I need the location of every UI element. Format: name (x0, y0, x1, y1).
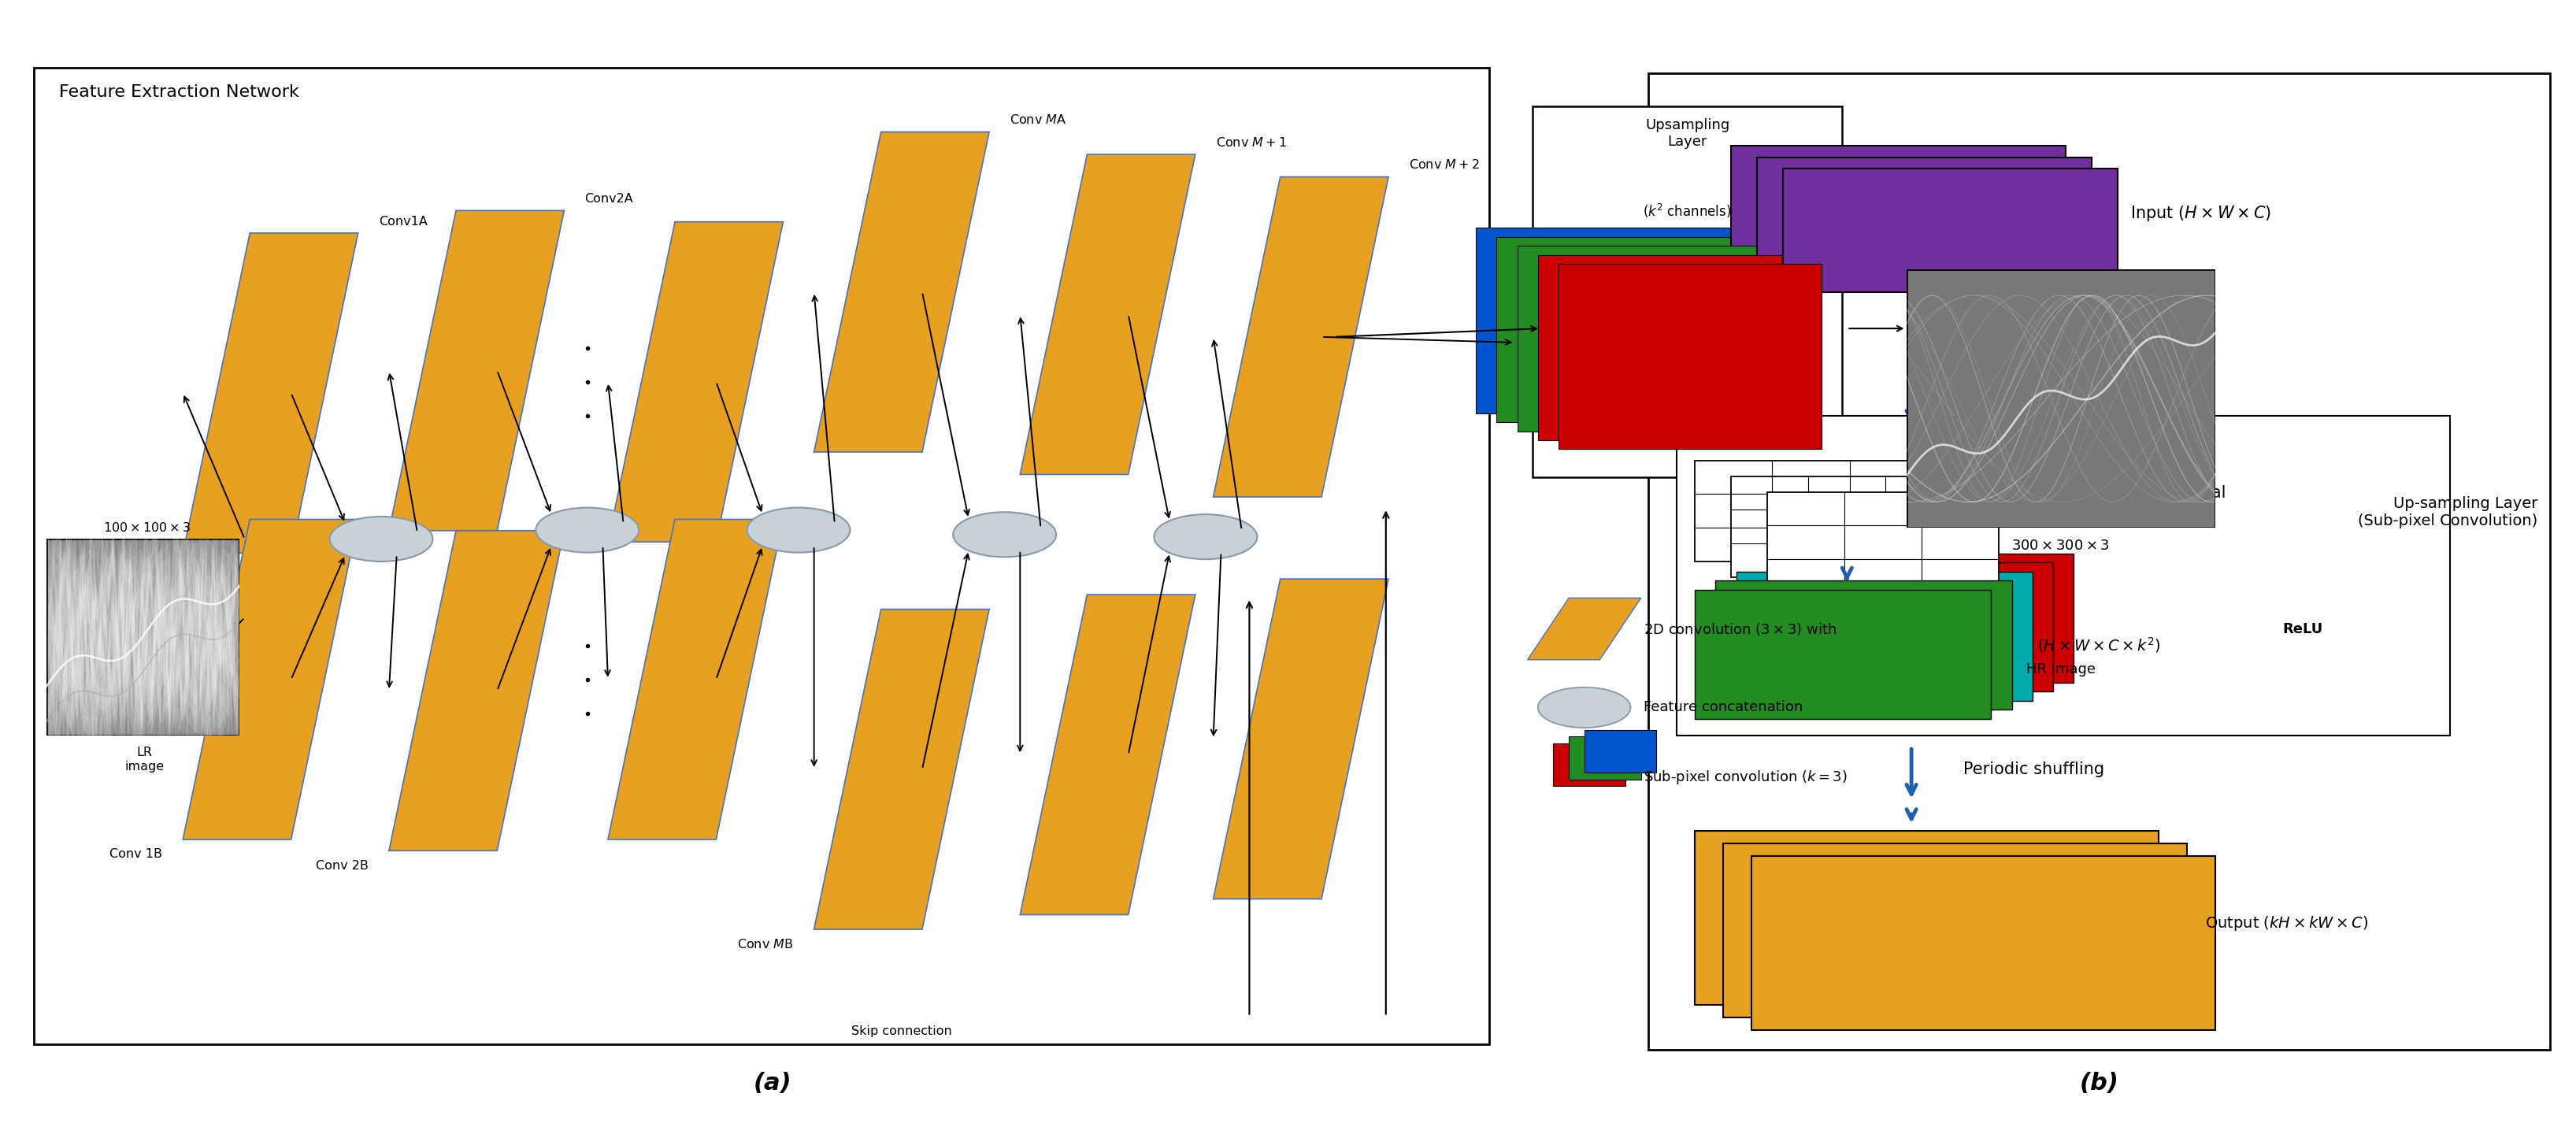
Bar (1695, 831, 2159, 1005)
Text: 2D convolution $(3 \times 3)$ with: 2D convolution $(3 \times 3)$ with (1643, 621, 1837, 637)
Bar (1731, 476, 1963, 577)
Text: Feature Extraction Network: Feature Extraction Network (59, 84, 299, 100)
Text: Feature concatenation: Feature concatenation (1643, 701, 1803, 714)
Text: Conv2A: Conv2A (585, 193, 634, 204)
Circle shape (1154, 514, 1257, 559)
Text: $\times$: $\times$ (1904, 301, 1919, 320)
Bar (1517, 246, 1780, 431)
Bar (1752, 856, 2215, 1030)
Bar (1767, 492, 1999, 593)
Polygon shape (1020, 155, 1195, 474)
Polygon shape (389, 531, 564, 851)
Text: ($k^2$ channels): ($k^2$ channels) (1643, 202, 1731, 219)
Polygon shape (389, 211, 564, 530)
Text: Skip connection: Skip connection (850, 1025, 953, 1037)
Text: (a): (a) (755, 1072, 791, 1095)
Polygon shape (1213, 579, 1388, 898)
Text: $300 \times 300 \times 3$: $300 \times 300 \times 3$ (2012, 539, 2110, 554)
Bar (1538, 255, 1801, 440)
Text: Conv $M+1$: Conv $M+1$ (1216, 136, 1285, 149)
Bar (1736, 572, 2032, 701)
Polygon shape (608, 519, 783, 839)
Text: Periodic shuffling: Periodic shuffling (1963, 761, 2105, 777)
Polygon shape (608, 222, 783, 541)
Text: Output $(kH\times kW\times C)$: Output $(kH\times kW\times C)$ (2205, 914, 2367, 933)
Text: $(H \times W \times C \times k^2)$: $(H \times W \times C \times k^2)$ (2038, 636, 2161, 655)
Bar (1533, 107, 1842, 477)
Circle shape (330, 517, 433, 562)
Text: Sub-pixel convolution ($k = 3$): Sub-pixel convolution ($k = 3$) (1643, 768, 1847, 786)
Bar (33, 67, 1489, 1044)
Text: Conv 1B: Conv 1B (111, 849, 162, 860)
Bar (1558, 264, 1821, 449)
Text: LR
image: LR image (124, 747, 165, 773)
Bar (1777, 554, 2074, 683)
Polygon shape (1213, 177, 1388, 496)
Circle shape (1538, 687, 1631, 728)
Bar (1757, 563, 2053, 692)
Bar (1649, 73, 2550, 1050)
Text: Up-sampling Layer
(Sub-pixel Convolution): Up-sampling Layer (Sub-pixel Convolution… (2357, 496, 2537, 529)
Text: ReLU: ReLU (2282, 622, 2324, 636)
Text: Conv $M$A: Conv $M$A (1010, 113, 1066, 127)
Text: Conv $M+2$: Conv $M+2$ (1409, 158, 1479, 172)
Text: Input $(H \times W \times C)$: Input $(H \times W \times C)$ (2130, 204, 2272, 222)
Text: Conv $M$B: Conv $M$B (737, 939, 793, 951)
Bar (1476, 228, 1739, 413)
Text: HR image: HR image (2027, 663, 2094, 677)
Circle shape (953, 512, 1056, 557)
Circle shape (536, 508, 639, 553)
Text: Upsampling
Layer: Upsampling Layer (1646, 118, 1728, 148)
Bar (1757, 157, 2092, 281)
Bar (1695, 590, 1991, 719)
Bar (1731, 146, 2066, 270)
Bar (1497, 237, 1759, 422)
Bar (1783, 168, 2117, 292)
Text: (b): (b) (2079, 1072, 2120, 1095)
Polygon shape (1528, 597, 1641, 660)
Bar (1553, 743, 1625, 786)
Polygon shape (814, 133, 989, 451)
Text: Multidimensional
Kernel: Multidimensional Kernel (2087, 485, 2226, 519)
Bar (1677, 416, 2450, 736)
Bar (1584, 730, 1656, 773)
Bar (1716, 581, 2012, 710)
Bar (1695, 460, 1927, 562)
Text: Conv 2B: Conv 2B (317, 860, 368, 871)
Polygon shape (183, 234, 358, 553)
Polygon shape (183, 519, 358, 839)
Bar (1723, 843, 2187, 1017)
Circle shape (747, 508, 850, 553)
Bar (1569, 737, 1641, 779)
Polygon shape (814, 609, 989, 930)
Text: $100 \times 100 \times 3$: $100 \times 100 \times 3$ (103, 521, 191, 535)
Text: Conv1A: Conv1A (379, 216, 428, 228)
Polygon shape (1020, 595, 1195, 914)
